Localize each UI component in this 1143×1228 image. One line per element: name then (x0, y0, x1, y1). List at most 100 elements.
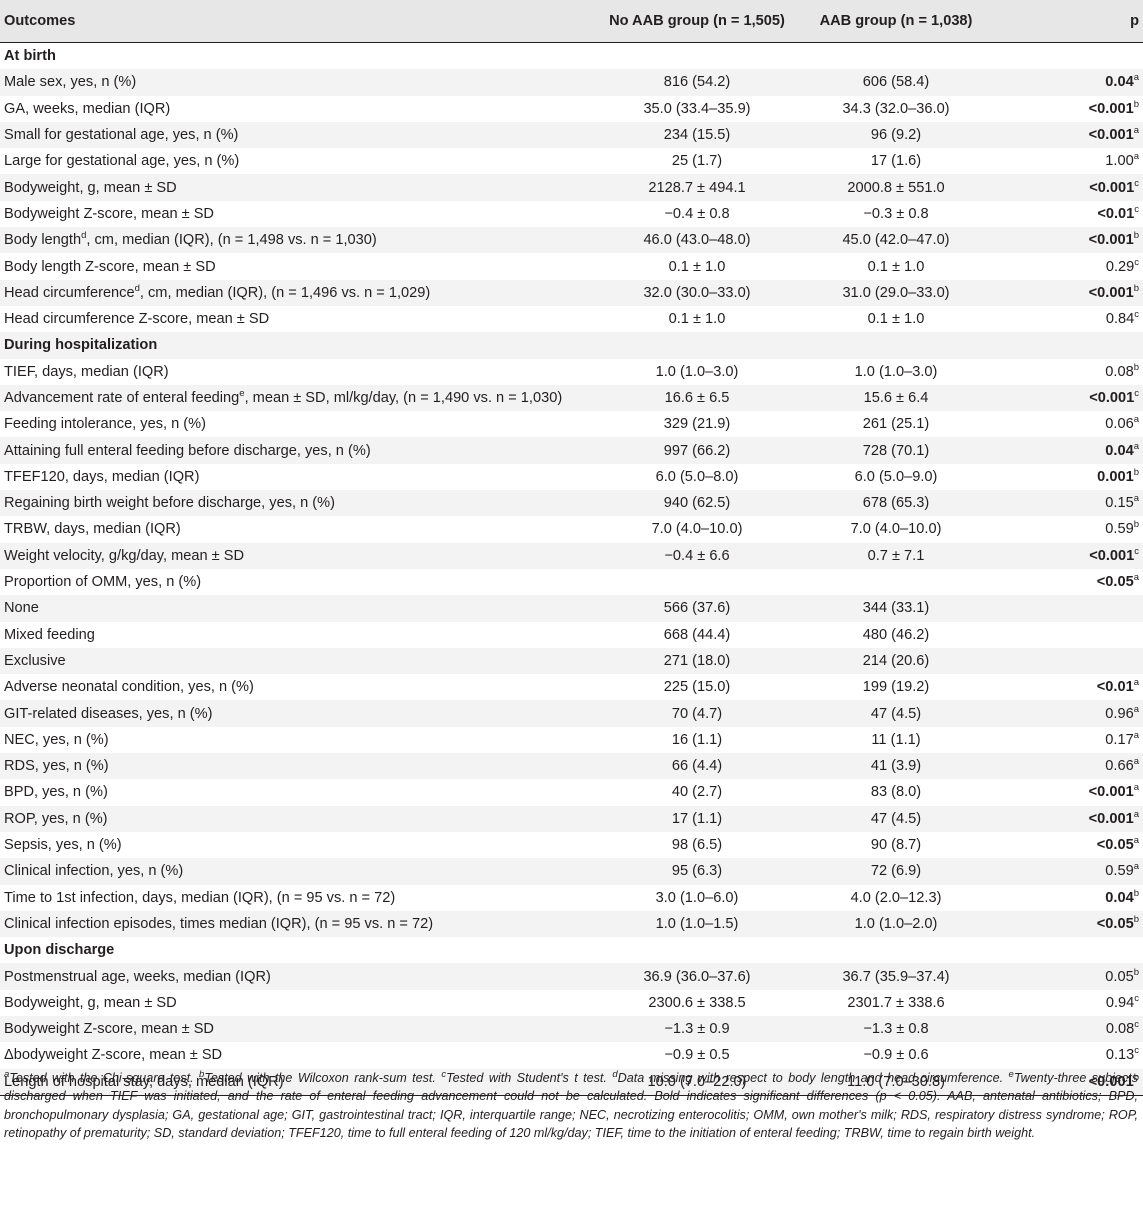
test-marker: b (1133, 887, 1139, 899)
outcome-label-text: Head circumference Z-score, mean ± SD (4, 311, 270, 328)
p-value: <0.05a (998, 832, 1143, 858)
test-marker: b (1133, 519, 1139, 531)
p-value-text: 0.13 (1105, 1047, 1135, 1064)
aab-value: 214 (20.6) (862, 652, 930, 669)
test-marker: b (1133, 282, 1139, 294)
aab-value: 90 (8.7) (870, 837, 922, 854)
no-aab-value: 6.0 (5.0–8.0) (655, 468, 739, 485)
outcome-label: Advancement rate of enteral feedinge, me… (0, 385, 600, 411)
no-aab-value: 940 (62.5) (663, 495, 731, 512)
outcome-label-text: Proportion of OMM, yes, n (%) (4, 574, 202, 591)
outcome-label-text: Large for gestational age, yes, n (%) (4, 153, 240, 170)
table-row: TIEF, days, median (IQR) 1.0 (1.0–3.0) 1.0… (0, 359, 1143, 385)
p-value-text: <0.05 (1096, 915, 1134, 932)
outcome-label: Time to 1st infection, days, median (IQR… (0, 885, 600, 911)
header-no-aab-group: No AAB group (n = 1,505) (600, 0, 794, 43)
test-marker: b (1133, 1071, 1139, 1083)
p-value: 1.00a (998, 148, 1143, 174)
p-value: <0.001c (998, 174, 1143, 200)
table-row: Head circumferenced, cm, median (IQR), (… (0, 279, 1143, 306)
p-value-text: <0.001 (1089, 547, 1135, 564)
p-value-text: 0.84 (1105, 311, 1135, 328)
aab-value: 72 (6.9) (870, 863, 922, 880)
outcome-label: Clinical infection, yes, n (%) (0, 858, 600, 884)
table-row: Small for gestational age, yes, n (%) 234… (0, 121, 1143, 149)
test-marker: a (1133, 861, 1139, 873)
outcome-label-text: Length of hospital stay, days, median (I… (4, 1073, 284, 1090)
outcome-label-text: Clinical infection, yes, n (%) (4, 863, 184, 880)
outcome-label-text: Mixed feeding (4, 626, 95, 643)
outcome-label: Weight velocity, g/kg/day, mean ± SD (0, 543, 600, 569)
p-value-text: <0.001 (1088, 127, 1134, 144)
test-marker: a (1133, 677, 1139, 689)
outcome-label-text: TIEF, days, median (IQR) (4, 363, 169, 380)
outcome-label: Mixed feeding (0, 622, 600, 648)
aab-value: 11.0 (7.0–30.8) (794, 1068, 998, 1096)
outcome-label-text: None (4, 600, 39, 617)
outcome-label: TRBW, days, median (IQR) (0, 516, 600, 542)
p-value: <0.01a (998, 674, 1143, 700)
no-aab-value: 35.0 (33.4–35.9) (643, 100, 751, 117)
aab-value: 2301.7 ± 338.6 (847, 994, 945, 1011)
footnote-marker: e (239, 388, 245, 400)
aab-value: 47 (4.5) (870, 705, 922, 722)
aab-value: 728 (70.1) (862, 442, 930, 459)
p-value-text: 0.08 (1105, 1021, 1135, 1038)
aab-value (794, 569, 998, 595)
p-value: 0.94c (998, 990, 1143, 1016)
table-row: TFEF120, days, median (IQR) 6.0 (5.0–8.0)… (0, 464, 1143, 490)
footnote-text: Tested with the Wilcoxon rank-sum test. (204, 1071, 436, 1085)
test-marker: a (1133, 414, 1139, 426)
p-value-text: <0.05 (1096, 837, 1134, 854)
aab-value: −0.3 ± 0.8 (863, 205, 929, 222)
no-aab-value: 95 (6.3) (671, 863, 723, 880)
no-aab-value: 98 (6.5) (671, 837, 723, 854)
outcome-label-text: TRBW, days, median (IQR) (4, 521, 181, 538)
no-aab-value: 40 (2.7) (671, 784, 723, 801)
test-marker: a (1133, 493, 1139, 505)
outcome-label-text: Postmenstrual age, weeks, median (IQR) (4, 968, 271, 985)
no-aab-value: 32.0 (30.0–33.0) (643, 284, 751, 301)
outcome-label-text: Adverse neonatal condition, yes, n (%) (4, 679, 254, 696)
header-aab-group: AAB group (n = 1,038) (794, 0, 998, 43)
outcome-label: Clinical infection episodes, times media… (0, 911, 600, 937)
no-aab-value: 2128.7 ± 494.1 (648, 179, 746, 196)
p-value: 0.15a (998, 490, 1143, 516)
table-row: RDS, yes, n (%) 66 (4.4) 41 (3.9) 0.66a (0, 753, 1143, 780)
table-footnote: aTested with the Chi-square test. b Teste… (4, 1069, 1138, 1142)
test-marker: a (1133, 730, 1139, 741)
p-value-text: 0.29 (1105, 258, 1135, 275)
p-value: <0.01c (998, 201, 1143, 227)
test-marker: c (1134, 177, 1139, 189)
p-value-text: <0.001 (1088, 100, 1134, 117)
no-aab-value: 997 (66.2) (663, 442, 731, 459)
p-value: 0.59a (998, 858, 1143, 884)
table-header: Outcomes No AAB group (n = 1,505) AAB gr… (0, 0, 1143, 43)
no-aab-value: 3.0 (1.0–6.0) (655, 889, 739, 906)
p-value: 0.08b (998, 359, 1143, 385)
table-row: Head circumference Z-score, mean ± SD 0.1… (0, 306, 1143, 332)
p-value: <0.05b (998, 911, 1143, 937)
footnote-text: Tested with Student's t test. (446, 1071, 607, 1085)
header-p-value: p (998, 0, 1143, 43)
outcomes-table: Outcomes No AAB group (n = 1,505) AAB gr… (0, 0, 1143, 1096)
aab-value: 41 (3.9) (870, 758, 922, 775)
p-value (998, 648, 1143, 674)
p-value: <0.001b (998, 280, 1143, 306)
footnote-item: aTested with the Chi-square test. (4, 1070, 194, 1085)
outcome-label: Bodyweight Z-score, mean ± SD (0, 201, 600, 227)
p-value-text: 0.001 (1097, 468, 1134, 485)
outcome-label-text: NEC, yes, n (%) (4, 731, 109, 748)
aab-value: 6.0 (5.0–9.0) (854, 468, 938, 485)
outcome-label-text: Small for gestational age, yes, n (%) (4, 127, 239, 144)
table-row: Postmenstrual age, weeks, median (IQR) 36… (0, 963, 1143, 990)
p-value: 0.84c (998, 306, 1143, 332)
no-aab-value: 10.0 (7.0–22.0) (600, 1068, 794, 1096)
outcome-label-text: Bodyweight Z-score, mean ± SD (4, 205, 214, 222)
table-row: Mixed feeding 668 (44.4) 480 (46.2) (0, 622, 1143, 648)
p-value-text: <0.001 (1088, 232, 1134, 249)
footnote-text: Tested with the Chi-square test. (9, 1071, 194, 1085)
test-marker: b (1133, 98, 1139, 110)
outcome-label-text: Time to 1st infection, days, median (IQR… (4, 889, 396, 906)
outcome-label-rest: , cm, median (IQR), (n = 1,496 vs. n = 1… (139, 284, 431, 301)
